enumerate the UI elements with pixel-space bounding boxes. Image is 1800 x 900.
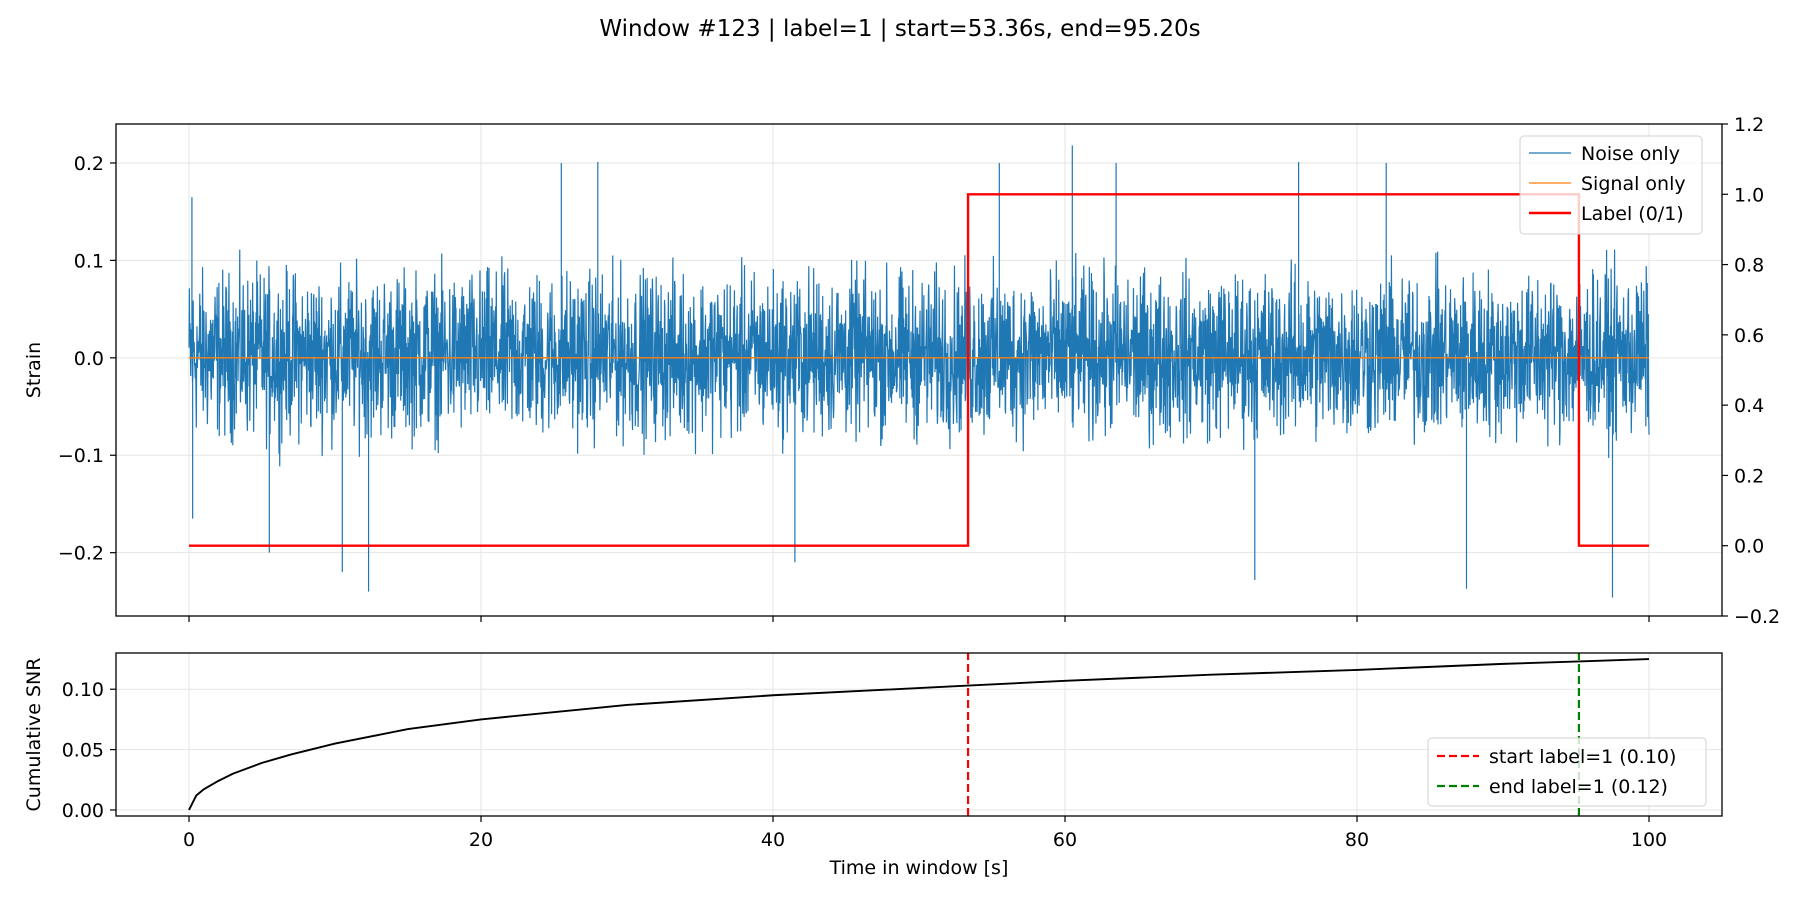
- y-tick-label: 0.05: [62, 740, 104, 762]
- snr-panel: 0.00 0.05 0.10 0 20 40 60 80 100 Time in window […: [23, 652, 1723, 879]
- series-noise-only: [188, 145, 1650, 598]
- y-tick-label: 0.0: [74, 348, 104, 370]
- y2-tick-label: 1.0: [1734, 184, 1764, 206]
- y-tick-label: 0.1: [74, 250, 104, 272]
- y-axis-label-snr: Cumulative SNR: [23, 658, 45, 812]
- y2-tick-label: 0.2: [1734, 465, 1764, 487]
- y-tick-label: 0.2: [74, 153, 104, 175]
- legend-label: Signal only: [1581, 173, 1686, 195]
- y2-tick-label: −0.2: [1734, 606, 1780, 628]
- legend-label: Noise only: [1581, 143, 1680, 165]
- y2-tick-label: 1.2: [1734, 114, 1764, 136]
- x-tick-label: 60: [1053, 829, 1077, 851]
- legend-label: Label (0/1): [1581, 203, 1684, 225]
- series-cumulative-snr: [188, 658, 1650, 811]
- top-axes-frame: [115, 123, 1723, 617]
- x-tick-label: 100: [1631, 829, 1667, 851]
- bottom-axes-frame: [115, 652, 1723, 817]
- y2-tick-label: 0.4: [1734, 395, 1764, 417]
- y2-tick-label: 0.6: [1734, 325, 1764, 347]
- series-label-step: [189, 193, 1649, 547]
- legend-box: [1427, 737, 1707, 807]
- strain-panel: −0.2 −0.1 0.0 0.1 0.2 −0.2 0.0 0.2 0.4 0.6 0.8 1.0 1…: [23, 114, 1780, 628]
- figure-title: Window #123 | label=1 | start=53.36s, en…: [599, 16, 1200, 42]
- x-axis-label: Time in window [s]: [829, 857, 1009, 879]
- y2-tick-label: 0.0: [1734, 536, 1764, 558]
- legend-label: end label=1 (0.12): [1489, 776, 1668, 798]
- x-tick-label: 20: [469, 829, 493, 851]
- legend-label: start label=1 (0.10): [1489, 746, 1676, 768]
- x-tick-label: 0: [183, 829, 195, 851]
- legend-box: [1519, 135, 1703, 235]
- y-tick-label: −0.1: [58, 445, 104, 467]
- x-tick-label: 40: [761, 829, 785, 851]
- x-tick-label: 80: [1345, 829, 1369, 851]
- y-tick-label: 0.10: [62, 679, 104, 701]
- y-axis-label-strain: Strain: [23, 342, 45, 398]
- y-tick-label: −0.2: [58, 543, 104, 565]
- y2-tick-label: 0.8: [1734, 255, 1764, 277]
- y-tick-label: 0.00: [62, 800, 104, 822]
